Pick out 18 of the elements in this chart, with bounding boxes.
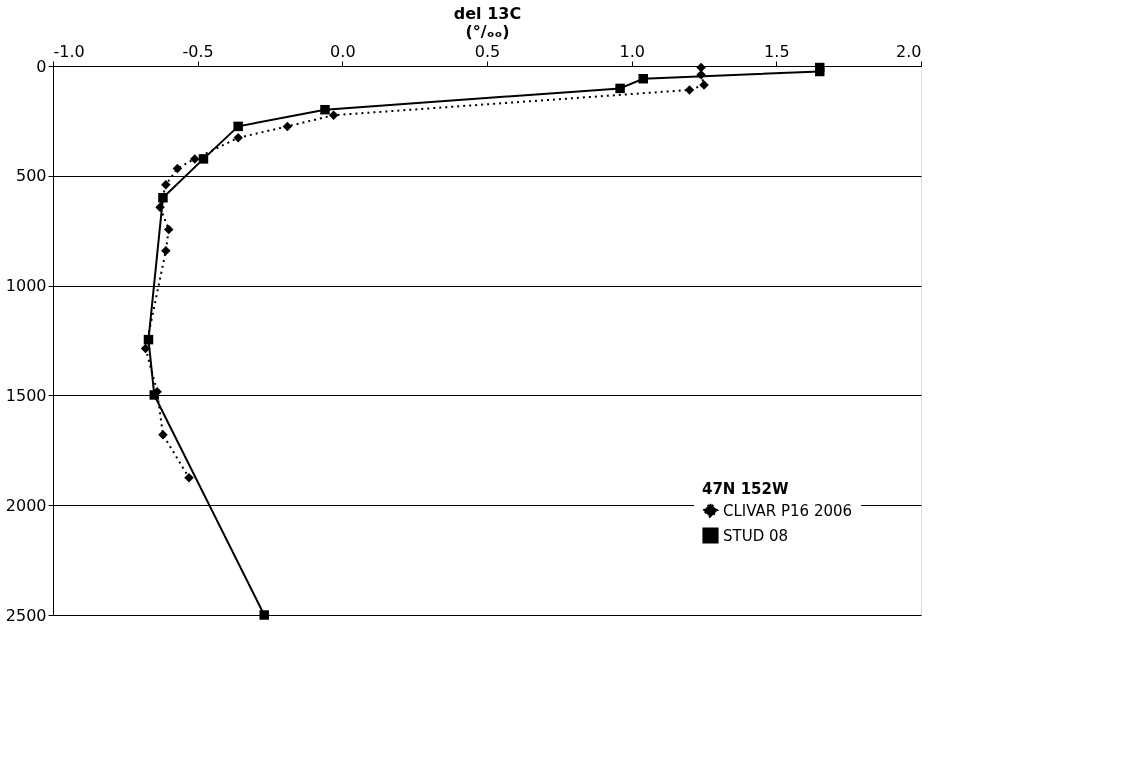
y-tick-label: 1500 — [5, 385, 47, 405]
x-tick-label: 0.0 — [330, 41, 356, 61]
x-tick-label: 1.5 — [764, 41, 790, 61]
y-tick-label: 2500 — [5, 605, 47, 625]
x-tick-label: -1.0 — [53, 41, 85, 61]
y-tick-label: 500 — [15, 166, 47, 186]
y-tick-label: 1000 — [5, 276, 47, 296]
x-tick-label: 0.5 — [474, 41, 501, 61]
legend-label: STUD 08 — [723, 526, 789, 545]
y-tick-label: 2000 — [5, 495, 47, 515]
legend-label: CLIVAR P16 2006 — [723, 501, 853, 520]
y-tick-label: 0 — [36, 56, 47, 76]
x-tick-label: 2.0 — [896, 41, 922, 61]
legend-title: 47N 152W — [702, 480, 789, 498]
x-tick-label: -0.5 — [182, 41, 214, 61]
text: del 13C — [453, 3, 522, 23]
x-tick-label: 1.0 — [619, 41, 645, 61]
text: (°/ₒₒ) — [465, 21, 510, 41]
